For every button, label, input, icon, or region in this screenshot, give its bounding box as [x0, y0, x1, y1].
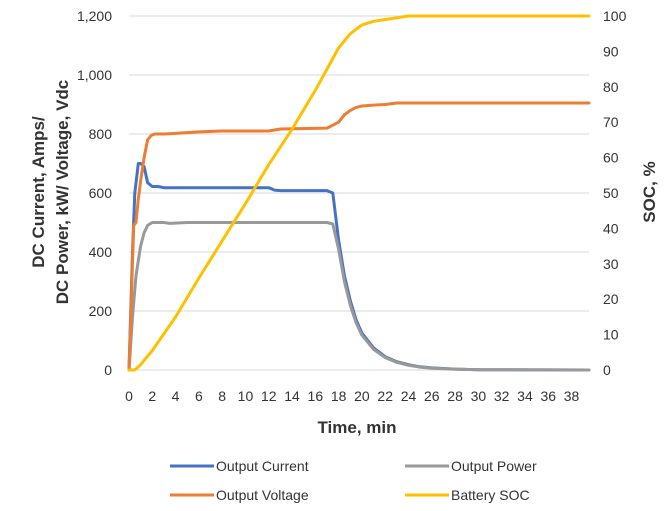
x-tick-label: 30 — [471, 388, 487, 404]
x-tick-label: 6 — [195, 388, 203, 404]
x-axis-title: Time, min — [317, 418, 396, 437]
left-tick-label: 600 — [89, 185, 113, 201]
right-tick-label: 100 — [603, 8, 627, 24]
left-tick-label: 1,000 — [77, 67, 112, 83]
x-tick-label: 22 — [377, 388, 393, 404]
left-axis-title-line1: DC Current, Amps/ — [29, 116, 48, 268]
right-tick-label: 30 — [603, 256, 619, 272]
right-tick-label: 70 — [603, 114, 619, 130]
right-axis-title: SOC, % — [640, 161, 659, 222]
x-tick-label: 24 — [401, 388, 417, 404]
left-tick-label: 800 — [89, 126, 113, 142]
right-tick-label: 80 — [603, 79, 619, 95]
x-tick-label: 10 — [238, 388, 254, 404]
right-tick-label: 0 — [603, 362, 611, 378]
x-tick-label: 34 — [517, 388, 533, 404]
series-line-output-current — [127, 162, 591, 372]
x-tick-label: 38 — [564, 388, 580, 404]
right-tick-label: 10 — [603, 327, 619, 343]
right-tick-label: 60 — [603, 150, 619, 166]
x-tick-label: 4 — [172, 388, 180, 404]
right-tick-label: 90 — [603, 43, 619, 59]
legend-label-battery-soc: Battery SOC — [451, 487, 530, 503]
left-tick-label: 400 — [89, 244, 113, 260]
right-tick-label: 20 — [603, 291, 619, 307]
x-tick-label: 16 — [308, 388, 324, 404]
left-tick-label: 1,200 — [77, 8, 112, 24]
legend-label-output-voltage: Output Voltage — [216, 487, 309, 503]
right-tick-label: 40 — [603, 220, 619, 236]
x-tick-label: 18 — [331, 388, 347, 404]
legend-item-battery-soc: Battery SOC — [405, 487, 530, 503]
x-tick-label: 36 — [540, 388, 556, 404]
legend-label-output-power: Output Power — [451, 458, 537, 474]
x-tick-label: 32 — [494, 388, 510, 404]
legend-item-output-power: Output Power — [405, 458, 537, 474]
x-tick-label: 26 — [424, 388, 440, 404]
right-tick-label: 50 — [603, 185, 619, 201]
series-lines — [127, 14, 591, 372]
legend-item-output-current: Output Current — [170, 458, 309, 474]
legend: Output Current Output Power Output Volta… — [170, 458, 537, 503]
x-tick-label: 14 — [284, 388, 300, 404]
x-tick-label: 8 — [218, 388, 226, 404]
left-tick-label: 200 — [89, 303, 113, 319]
legend-label-output-current: Output Current — [216, 458, 309, 474]
x-axis-ticks: 0 2 4 6 8 10 12 14 16 18 20 22 24 26 28 30 32 34 36 38 — [125, 388, 579, 404]
x-tick-label: 28 — [447, 388, 463, 404]
legend-item-output-voltage: Output Voltage — [170, 487, 309, 503]
x-tick-label: 20 — [354, 388, 370, 404]
series-line-output-power — [127, 221, 591, 372]
x-tick-label: 2 — [148, 388, 156, 404]
grid-lines — [129, 15, 589, 371]
x-tick-label: 12 — [261, 388, 277, 404]
right-axis-ticks: 0 10 20 30 40 50 60 70 80 90 100 — [603, 8, 627, 378]
series-line-output-voltage — [127, 101, 591, 372]
x-tick-label: 0 — [125, 388, 133, 404]
left-axis-ticks: 0 200 400 600 800 1,000 1,200 — [77, 8, 112, 378]
series-line-battery-soc — [127, 14, 591, 372]
left-axis-title-line2: DC Power, kW/ Voltage, Vdc — [53, 80, 72, 305]
left-tick-label: 0 — [104, 362, 112, 378]
